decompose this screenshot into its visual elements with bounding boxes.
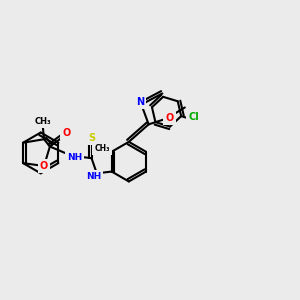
Text: O: O [40,161,48,171]
Text: S: S [88,133,95,143]
Text: O: O [166,113,174,123]
Text: O: O [62,128,70,138]
Text: CH₃: CH₃ [34,117,51,126]
Text: Cl: Cl [188,112,199,122]
Text: CH₃: CH₃ [94,143,110,152]
Text: NH: NH [86,172,101,181]
Text: NH: NH [67,153,82,162]
Text: N: N [136,97,144,106]
